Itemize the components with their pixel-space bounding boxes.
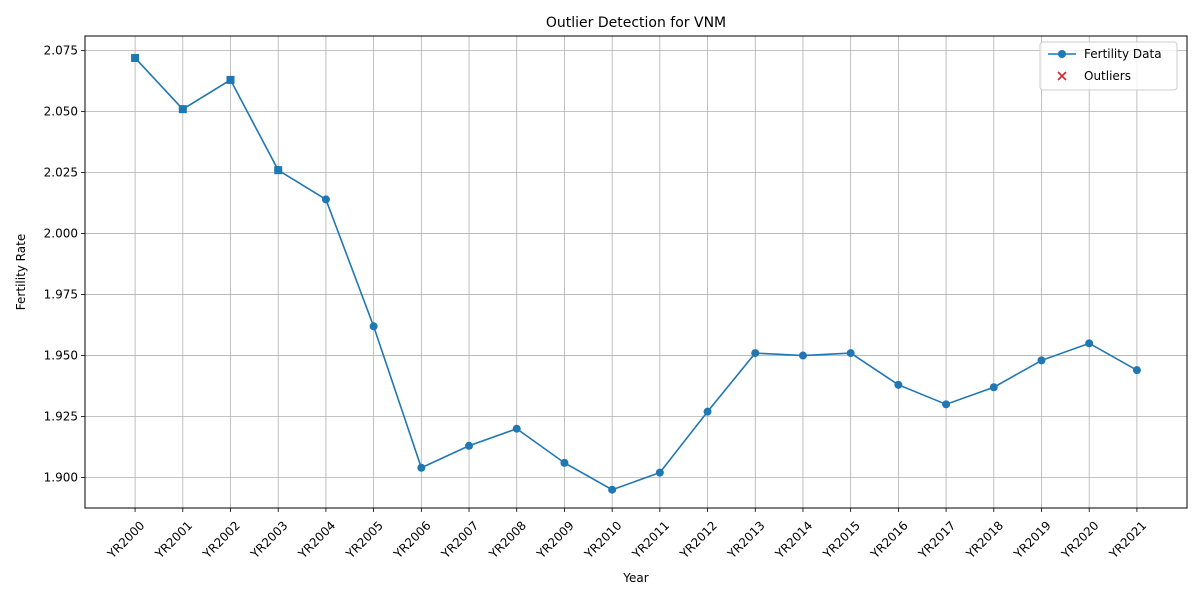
- data-point: [560, 458, 569, 467]
- data-point: [608, 485, 617, 494]
- y-tick-label: 2.050: [44, 105, 78, 119]
- data-point-square: [178, 105, 187, 114]
- x-tick-label: YR2010: [581, 518, 624, 561]
- data-point: [894, 380, 903, 389]
- plot-frame: [84, 35, 1188, 509]
- x-tick-label: YR2001: [152, 518, 195, 561]
- data-point: [321, 195, 330, 204]
- data-point: [465, 441, 474, 450]
- y-axis-ticks: 1.900 1.925 1.950 1.975 2.000 2.025 2.050 2.075: [44, 44, 85, 485]
- y-tick-label: 2.075: [44, 44, 78, 58]
- x-axis-ticks: YR2000 YR2001 YR2002 YR2003 YR2004 YR2005 YR20…: [104, 508, 1149, 562]
- data-point-square: [131, 53, 140, 62]
- data-point: [1132, 366, 1141, 375]
- data-point: [417, 463, 426, 472]
- legend-label-outliers: Outliers: [1084, 69, 1131, 83]
- x-tick-label: YR2013: [724, 518, 767, 561]
- x-tick-label: YR2012: [677, 518, 720, 561]
- y-axis-title: Fertility Rate: [14, 234, 28, 310]
- data-point: [798, 351, 807, 360]
- x-tick-label: YR2014: [772, 518, 815, 561]
- data-point: [846, 349, 855, 358]
- x-tick-label: YR2000: [104, 518, 147, 561]
- y-tick-label: 2.025: [44, 166, 78, 180]
- data-point: [989, 383, 998, 392]
- data-point: [1037, 356, 1046, 365]
- legend: Fertility Data Outliers: [1039, 41, 1178, 91]
- data-point: [942, 400, 951, 409]
- x-axis-title: Year: [622, 571, 648, 585]
- x-tick-label: YR2015: [820, 518, 863, 561]
- x-tick-label: YR2018: [963, 518, 1006, 561]
- y-tick-label: 1.900: [44, 471, 78, 485]
- x-tick-label: YR2002: [200, 518, 243, 561]
- x-tick-label: YR2007: [438, 518, 481, 561]
- chart-title: Outlier Detection for VNM: [546, 15, 726, 31]
- x-tick-label: YR2020: [1058, 518, 1101, 561]
- data-point-square: [226, 75, 235, 84]
- data-point-square: [274, 166, 283, 175]
- data-point: [1085, 339, 1094, 348]
- legend-marker-fertility: [1058, 50, 1066, 58]
- x-tick-label: YR2006: [390, 518, 433, 561]
- y-tick-label: 1.975: [44, 288, 78, 302]
- x-tick-label: YR2008: [486, 518, 529, 561]
- data-point: [369, 322, 378, 331]
- y-tick-label: 2.000: [44, 227, 78, 241]
- x-tick-label: YR2009: [533, 518, 576, 561]
- legend-marker-outliers: [1057, 71, 1067, 81]
- x-tick-label: YR2005: [343, 518, 386, 561]
- grid-lines: [85, 36, 1187, 508]
- x-tick-label: YR2021: [1106, 518, 1149, 561]
- series-line-fertility: [134, 57, 1138, 491]
- series-layer: [131, 53, 1141, 494]
- data-point: [751, 349, 760, 358]
- data-point: [655, 468, 664, 477]
- x-tick-label: YR2004: [295, 518, 338, 561]
- x-tick-label: YR2011: [629, 518, 672, 561]
- data-point: [512, 424, 521, 433]
- y-tick-label: 1.950: [44, 349, 78, 363]
- data-point: [703, 407, 712, 416]
- x-tick-label: YR2016: [867, 518, 910, 561]
- x-tick-label: YR2017: [915, 518, 958, 561]
- legend-label-fertility: Fertility Data: [1084, 47, 1162, 61]
- y-tick-label: 1.925: [44, 410, 78, 424]
- x-tick-label: YR2003: [247, 518, 290, 561]
- x-tick-label: YR2019: [1011, 518, 1054, 561]
